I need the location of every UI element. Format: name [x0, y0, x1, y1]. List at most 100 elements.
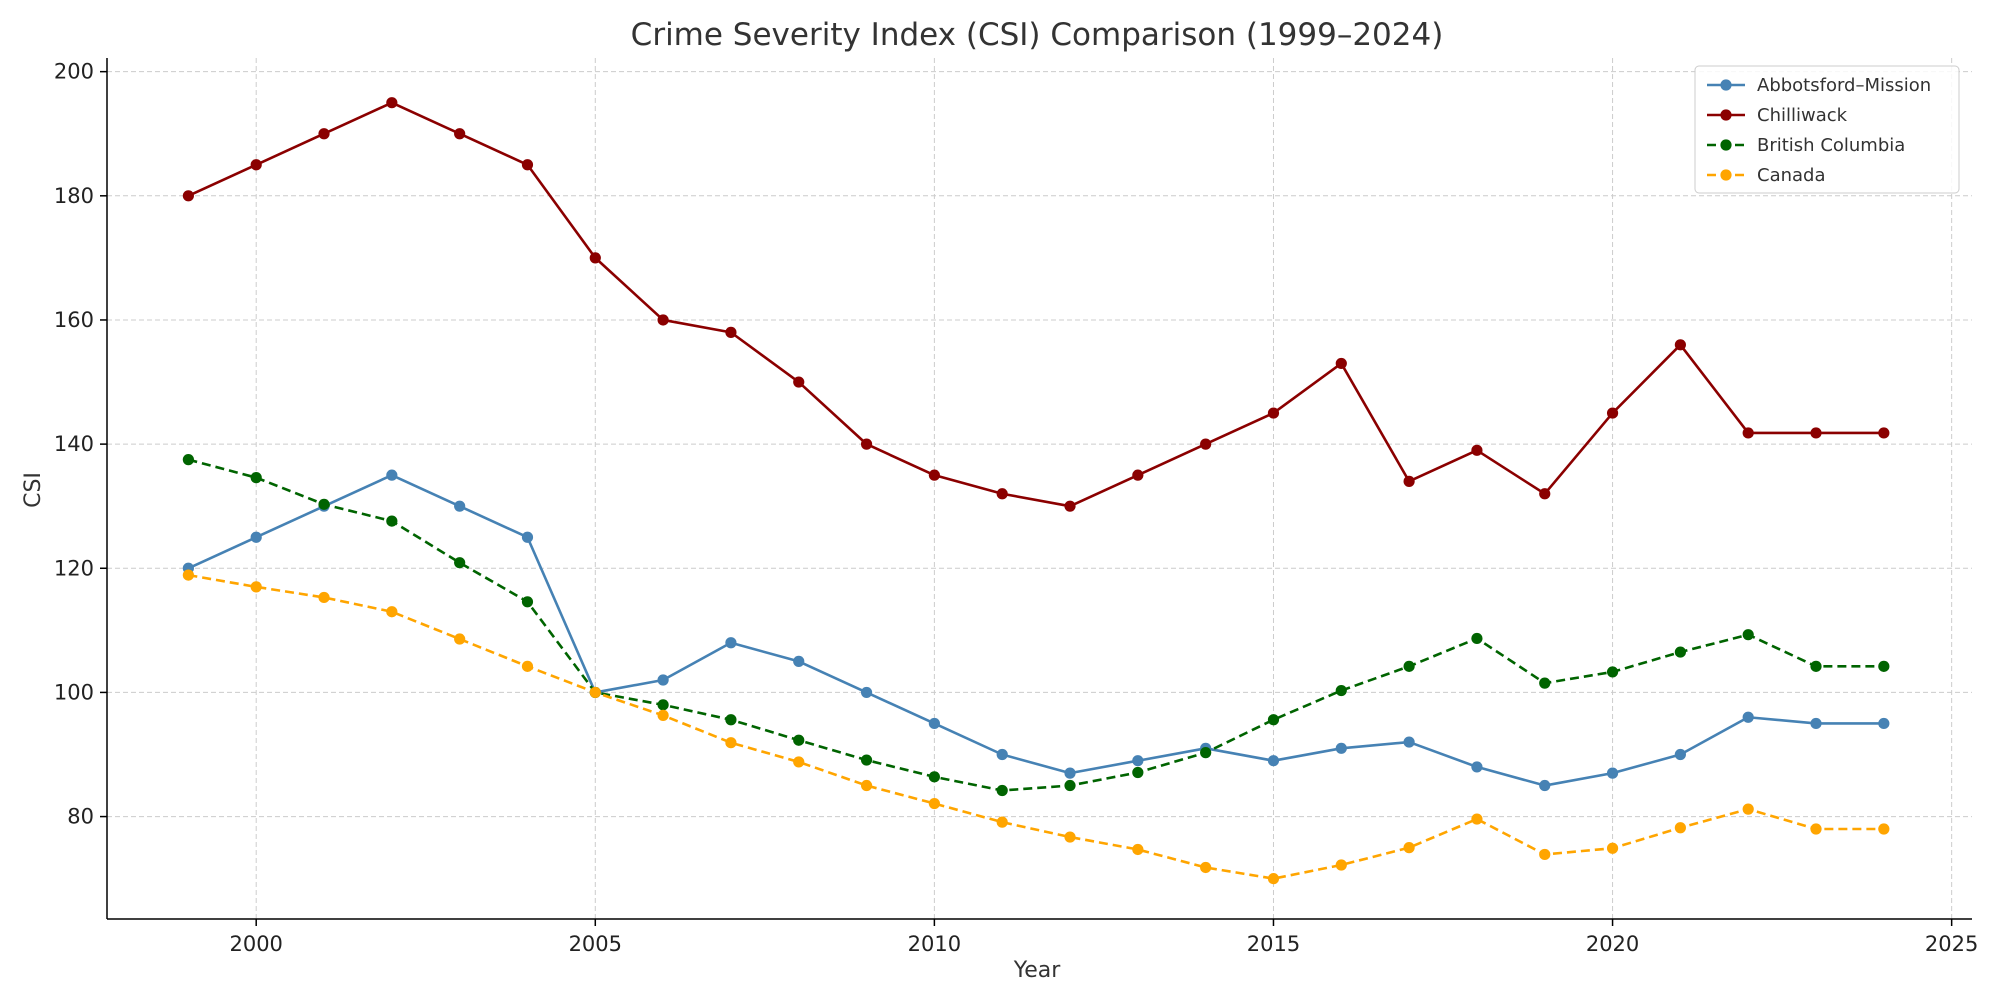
- data-point: [1878, 823, 1890, 835]
- data-point: [386, 515, 398, 527]
- data-point: [1539, 488, 1551, 500]
- data-point: [250, 581, 262, 593]
- legend-items: Abbotsford–Mission Chilliwack British Colu…: [1707, 75, 1931, 186]
- data-point: [521, 660, 534, 672]
- x-tick-label: 2010: [908, 932, 961, 956]
- data-point: [454, 633, 466, 645]
- legend-marker: [1720, 79, 1732, 91]
- series: [182, 97, 1890, 885]
- data-point: [996, 748, 1008, 761]
- data-point: [250, 159, 262, 171]
- data-point: [725, 737, 737, 749]
- data-point: [182, 454, 194, 466]
- data-point: [318, 128, 330, 140]
- data-point: [454, 128, 466, 140]
- data-point: [1606, 666, 1619, 678]
- series-chilliwack: [182, 97, 1890, 512]
- data-point: [1403, 660, 1415, 672]
- legend-item-chilliwack: Chilliwack: [1707, 105, 1848, 126]
- y-tick-label: 200: [54, 60, 94, 84]
- data-point: [1539, 779, 1551, 792]
- y-axis-label: CSI: [21, 472, 46, 508]
- legend-label: Canada: [1757, 165, 1826, 186]
- data-point: [1742, 427, 1754, 439]
- data-point: [793, 655, 805, 667]
- series-canada: [182, 569, 1890, 885]
- series-line-abbotsford-mission: [187, 473, 1884, 787]
- data-point: [1878, 427, 1890, 439]
- data-point: [1471, 632, 1483, 645]
- data-point: [928, 771, 940, 783]
- grid: [107, 58, 1972, 919]
- data-point: [182, 190, 194, 202]
- data-point: [1742, 803, 1754, 815]
- data-point: [1335, 684, 1347, 697]
- x-tick-label: 2005: [569, 932, 622, 956]
- data-point: [1674, 339, 1686, 351]
- x-axis-label: Year: [1013, 958, 1062, 983]
- y-tick-label: 180: [54, 184, 94, 208]
- data-point: [1403, 475, 1415, 487]
- x-tick-label: 2025: [1925, 932, 1978, 956]
- data-point: [1132, 755, 1144, 767]
- data-point: [589, 252, 601, 264]
- data-point: [1064, 831, 1076, 843]
- y-tick-label: 160: [54, 308, 94, 332]
- legend-marker: [1720, 109, 1732, 121]
- series-british-columbia: [182, 454, 1890, 797]
- data-point: [928, 797, 940, 810]
- data-point: [1674, 646, 1686, 658]
- data-point: [657, 699, 669, 711]
- data-point: [1132, 766, 1144, 779]
- data-point: [1878, 660, 1890, 672]
- data-point: [1200, 747, 1212, 759]
- data-point: [454, 557, 466, 569]
- data-point: [250, 472, 262, 484]
- legend-label: Chilliwack: [1757, 105, 1848, 126]
- data-point: [1335, 357, 1347, 370]
- legend-frame: [1694, 65, 1960, 194]
- y-tick-label: 80: [67, 805, 94, 829]
- data-point: [521, 531, 534, 543]
- data-point: [1810, 717, 1822, 730]
- data-point: [1335, 742, 1347, 754]
- legend-item-canada: Canada: [1707, 165, 1826, 186]
- x-tick-label: 2020: [1586, 932, 1639, 956]
- data-point: [182, 569, 194, 581]
- data-point: [1064, 779, 1076, 792]
- data-point: [386, 606, 398, 618]
- data-point: [1267, 755, 1280, 767]
- data-point: [1132, 469, 1144, 481]
- data-point: [1335, 859, 1347, 871]
- data-point: [1471, 761, 1483, 773]
- data-point: [454, 500, 466, 512]
- data-point: [793, 756, 805, 768]
- data-point: [928, 469, 940, 481]
- data-point: [1200, 861, 1212, 874]
- data-point: [1810, 660, 1822, 672]
- data-point: [386, 469, 398, 481]
- data-point: [793, 734, 805, 746]
- data-point: [860, 754, 873, 766]
- legend-label: Abbotsford–Mission: [1757, 75, 1931, 96]
- data-point: [725, 637, 737, 649]
- data-point: [1471, 813, 1483, 825]
- data-point: [521, 159, 534, 171]
- data-point: [1539, 677, 1551, 689]
- x-tick-label: 2015: [1247, 932, 1300, 956]
- data-point: [589, 686, 601, 699]
- legend-item-abbotsford-mission: Abbotsford–Mission: [1707, 75, 1931, 96]
- data-point: [1606, 407, 1619, 419]
- ticks: 2000 2005 2010 2015 2020 2025 80 100 120 140 160 18…: [54, 60, 1978, 956]
- y-tick-label: 120: [54, 556, 94, 580]
- series-line-canada: [188, 573, 1884, 880]
- axes: [106, 58, 1972, 920]
- x-tick-label: 2000: [229, 932, 282, 956]
- data-point: [725, 714, 737, 726]
- data-point: [1674, 822, 1686, 834]
- data-point: [1539, 848, 1551, 861]
- data-point: [725, 326, 737, 338]
- legend-label: British Columbia: [1757, 135, 1905, 156]
- data-point: [1267, 873, 1280, 885]
